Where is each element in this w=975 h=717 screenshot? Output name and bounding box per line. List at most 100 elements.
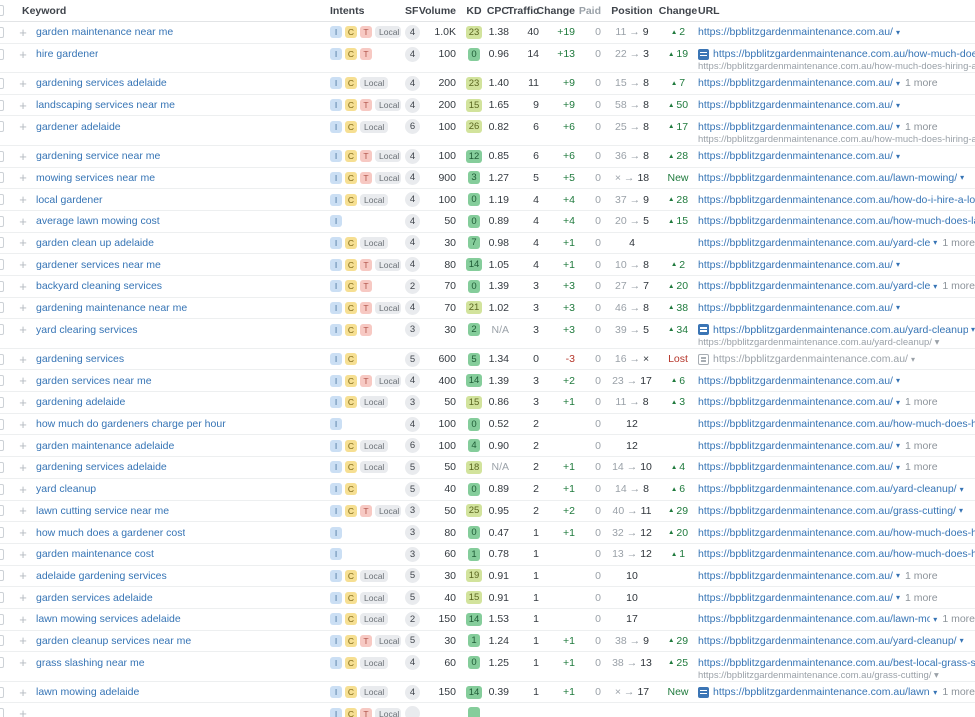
url-dropdown-caret[interactable]: ▾: [895, 260, 900, 270]
add-keyword-button[interactable]: +: [19, 416, 27, 432]
add-keyword-button[interactable]: +: [19, 481, 27, 497]
row-checkbox[interactable]: [0, 457, 10, 478]
column-header-paid[interactable]: Paid: [578, 4, 601, 17]
column-header-traffic[interactable]: Traffic: [507, 4, 539, 17]
row-checkbox[interactable]: [0, 435, 10, 456]
serp-features-badge[interactable]: 5: [405, 590, 420, 606]
keyword-link[interactable]: grass slashing near me: [36, 656, 145, 669]
url-link[interactable]: https://bpblitzgardenmaintenance.com.au/: [698, 301, 893, 314]
column-header-sf[interactable]: SF: [405, 4, 419, 17]
serp-features-badge[interactable]: 4: [405, 24, 420, 40]
add-keyword-button[interactable]: +: [19, 655, 27, 671]
keyword-link[interactable]: lawn cutting service near me: [36, 504, 170, 517]
serp-features-badge[interactable]: 4: [405, 97, 420, 113]
row-checkbox[interactable]: [0, 168, 10, 189]
serp-features-badge[interactable]: 4: [405, 235, 420, 251]
serp-features-badge[interactable]: [405, 706, 420, 717]
serp-features-badge[interactable]: 5: [405, 481, 420, 497]
more-urls-link[interactable]: 1 more: [904, 77, 938, 90]
add-keyword-button[interactable]: +: [19, 300, 27, 316]
add-keyword-button[interactable]: +: [19, 46, 27, 62]
keyword-link[interactable]: garden maintenance near me: [36, 26, 174, 39]
more-urls-link[interactable]: 1 more: [942, 236, 975, 249]
url-link[interactable]: https://bpblitzgardenmaintenance.com.au/: [713, 353, 908, 366]
row-checkbox[interactable]: [0, 479, 10, 500]
more-urls-link[interactable]: 1 more: [942, 280, 975, 293]
row-checkbox[interactable]: [0, 682, 10, 703]
keyword-link[interactable]: lawn mowing adelaide: [36, 686, 140, 699]
column-header-position[interactable]: Position: [611, 4, 653, 17]
serp-features-badge[interactable]: 5: [405, 633, 420, 649]
url-link[interactable]: https://bpblitzgardenmaintenance.com.au/…: [698, 193, 975, 206]
column-header-kd[interactable]: KD: [466, 4, 482, 17]
add-keyword-button[interactable]: +: [19, 394, 27, 410]
serp-features-badge[interactable]: 3: [405, 525, 420, 541]
keyword-link[interactable]: gardening maintenance near me: [36, 301, 188, 314]
serp-features-badge[interactable]: 4: [405, 373, 420, 389]
url-link[interactable]: https://bpblitzgardenmaintenance.com.au/…: [698, 215, 975, 228]
add-keyword-button[interactable]: +: [19, 148, 27, 164]
serp-features-badge[interactable]: 4: [405, 46, 420, 62]
url-dropdown-caret[interactable]: ▾: [895, 122, 900, 132]
secondary-url[interactable]: https://bpblitzgardenmaintenance.com.au/…: [698, 338, 940, 348]
add-keyword-button[interactable]: +: [19, 278, 27, 294]
column-header-volume[interactable]: Volume: [418, 4, 456, 17]
keyword-link[interactable]: garden maintenance cost: [36, 548, 154, 561]
row-checkbox[interactable]: [0, 522, 10, 543]
add-keyword-button[interactable]: +: [19, 459, 27, 475]
url-dropdown-caret[interactable]: ▾: [933, 238, 938, 248]
keyword-link[interactable]: garden cleanup services near me: [36, 634, 192, 647]
keyword-link[interactable]: gardening services adelaide: [36, 461, 167, 474]
keyword-link[interactable]: garden services near me: [36, 374, 152, 387]
serp-features-badge[interactable]: 6: [405, 438, 420, 454]
column-header-position-change[interactable]: Change: [658, 4, 698, 17]
more-urls-link[interactable]: 1 more: [904, 461, 938, 474]
url-link[interactable]: https://bpblitzgardenmaintenance.com.au/: [698, 569, 893, 582]
url-dropdown-caret[interactable]: ▾: [895, 151, 900, 161]
serp-features-badge[interactable]: 4: [405, 300, 420, 316]
more-urls-link[interactable]: 1 more: [904, 120, 938, 133]
row-checkbox[interactable]: [0, 22, 10, 43]
url-link[interactable]: https://bpblitzgardenmaintenance.com.au/…: [713, 48, 975, 61]
url-dropdown-caret[interactable]: ▾: [910, 354, 915, 364]
url-link[interactable]: https://bpblitzgardenmaintenance.com.au/…: [698, 548, 975, 561]
url-link[interactable]: https://bpblitzgardenmaintenance.com.au/…: [698, 526, 975, 539]
row-checkbox[interactable]: [0, 73, 10, 94]
serp-features-badge[interactable]: 4: [405, 416, 420, 432]
serp-features-badge[interactable]: 4: [405, 170, 420, 186]
serp-features-badge[interactable]: 5: [405, 568, 420, 584]
url-dropdown-caret[interactable]: ▾: [895, 100, 900, 110]
serp-features-badge[interactable]: 4: [405, 75, 420, 91]
url-link[interactable]: https://bpblitzgardenmaintenance.com.au/…: [713, 323, 968, 336]
url-link[interactable]: https://bpblitzgardenmaintenance.com.au/: [698, 396, 893, 409]
row-checkbox[interactable]: [0, 349, 10, 370]
column-header-url[interactable]: URL: [698, 4, 720, 17]
keyword-link[interactable]: garden clean up adelaide: [36, 236, 154, 249]
row-checkbox[interactable]: [0, 566, 10, 587]
add-keyword-button[interactable]: +: [19, 75, 27, 91]
url-link[interactable]: https://bpblitzgardenmaintenance.com.au/…: [698, 280, 931, 293]
more-urls-link[interactable]: 1 more: [942, 613, 975, 626]
serp-features-badge[interactable]: 3: [405, 322, 420, 338]
serp-features-badge[interactable]: 4: [405, 148, 420, 164]
row-checkbox[interactable]: [0, 319, 10, 340]
add-keyword-button[interactable]: +: [19, 633, 27, 649]
row-checkbox[interactable]: [0, 392, 10, 413]
add-keyword-button[interactable]: +: [19, 170, 27, 186]
add-keyword-button[interactable]: +: [19, 24, 27, 40]
keyword-link[interactable]: garden services adelaide: [36, 591, 153, 604]
url-dropdown-caret[interactable]: ▾: [933, 281, 938, 291]
serp-features-badge[interactable]: 4: [405, 192, 420, 208]
keyword-link[interactable]: gardening adelaide: [36, 396, 126, 409]
url-dropdown-caret[interactable]: ▾: [958, 506, 963, 516]
more-urls-link[interactable]: 1 more: [904, 569, 938, 582]
url-link[interactable]: https://bpblitzgardenmaintenance.com.au/: [698, 439, 893, 452]
url-link[interactable]: https://bpblitzgardenmaintenance.com.au/: [698, 591, 893, 604]
add-keyword-button[interactable]: +: [19, 438, 27, 454]
serp-features-badge[interactable]: 5: [405, 351, 420, 367]
keyword-link[interactable]: yard cleanup: [36, 483, 97, 496]
add-keyword-button[interactable]: +: [19, 97, 27, 113]
secondary-url[interactable]: https://bpblitzgardenmaintenance.com.au/…: [698, 62, 975, 73]
url-link[interactable]: https://bpblitzgardenmaintenance.com.au/: [698, 120, 893, 133]
url-dropdown-caret[interactable]: ▾: [895, 27, 900, 37]
